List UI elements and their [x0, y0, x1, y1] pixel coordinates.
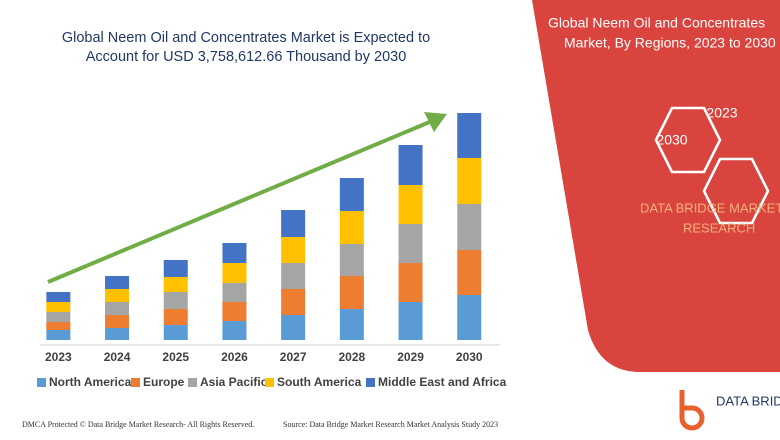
bar-segment [281, 237, 306, 263]
chart-title: Account for USD 3,758,612.66 Thousand by… [86, 49, 407, 65]
x-tick-label: 2030 [456, 350, 483, 364]
x-tick-label: 2024 [104, 350, 131, 364]
bar-segment [281, 210, 306, 237]
x-tick-label: 2023 [45, 350, 72, 364]
bar-segment [163, 309, 188, 325]
bar-segment [222, 243, 247, 263]
bar-segment [339, 276, 364, 309]
bar-segment [398, 263, 423, 302]
legend-swatch [188, 378, 197, 387]
brand-text: DATA BRIDGE MARKET [640, 200, 780, 215]
bar-segment [105, 315, 130, 328]
bar-segment [281, 315, 306, 340]
bar-segment [398, 185, 423, 224]
footer-right: Source: Data Bridge Market Research Mark… [283, 420, 498, 429]
bar-segment [105, 302, 130, 315]
panel-title: Global Neem Oil and Concentrates [548, 15, 765, 31]
bar-segment [163, 277, 188, 292]
bar-segment [398, 224, 423, 263]
arrow-head [424, 112, 447, 132]
legend-label: South America [277, 375, 362, 389]
bar-segment [222, 283, 247, 302]
bar-segment [339, 178, 364, 211]
bar-segment [46, 312, 71, 322]
x-tick-label: 2028 [338, 350, 365, 364]
bar-segment [339, 244, 364, 276]
hexagon [654, 106, 722, 174]
bar-segment [163, 325, 188, 340]
bar-segment [105, 289, 130, 302]
bar-segment [163, 260, 188, 277]
x-tick-label: 2025 [162, 350, 189, 364]
bar-segment [222, 302, 247, 321]
bar-segment [163, 292, 188, 309]
bar-segment [457, 158, 482, 204]
bar-segment [398, 302, 423, 340]
bar-segment [46, 302, 71, 312]
legend-swatch [366, 378, 375, 387]
bar-segment [222, 321, 247, 340]
bar-segment [398, 145, 423, 185]
x-tick-label: 2026 [221, 350, 248, 364]
bar-segment [457, 204, 482, 250]
logo-mark [679, 390, 705, 431]
bar-segment [281, 289, 306, 315]
x-tick-label: 2029 [397, 350, 424, 364]
bar-segment [457, 113, 482, 158]
trend-arrow [47, 119, 433, 284]
bar-segment [105, 328, 130, 340]
bar-segment [457, 295, 482, 340]
hex-label: 2023 [706, 105, 737, 121]
bar-segment [222, 263, 247, 283]
bar-segment [105, 276, 130, 289]
hex-label: 2030 [656, 132, 687, 148]
legend-label: Europe [143, 375, 185, 389]
x-tick-label: 2027 [280, 350, 307, 364]
bar-segment [46, 330, 71, 340]
legend-label: North America [49, 375, 132, 389]
hexagon [702, 157, 770, 225]
legend-swatch [265, 378, 274, 387]
red-panel [532, 0, 780, 372]
bar-segment [339, 309, 364, 340]
bar-segment [339, 211, 364, 244]
panel-title: Market, By Regions, 2023 to 2030 [564, 35, 776, 51]
brand-text: RESEARCH [683, 220, 755, 235]
bar-segment [281, 263, 306, 289]
logo-text: DATA BRIDGE [716, 393, 780, 408]
footer-left: DMCA Protected © Data Bridge Market Rese… [22, 420, 254, 429]
bar-segment [46, 292, 71, 302]
legend-label: Asia Pacific [200, 375, 268, 389]
chart-title: Global Neem Oil and Concentrates Market … [62, 30, 430, 46]
legend-swatch [37, 378, 46, 387]
legend-label: Middle East and Africa [378, 375, 507, 389]
bar-segment [457, 250, 482, 295]
bar-segment [46, 322, 71, 330]
legend-swatch [131, 378, 140, 387]
